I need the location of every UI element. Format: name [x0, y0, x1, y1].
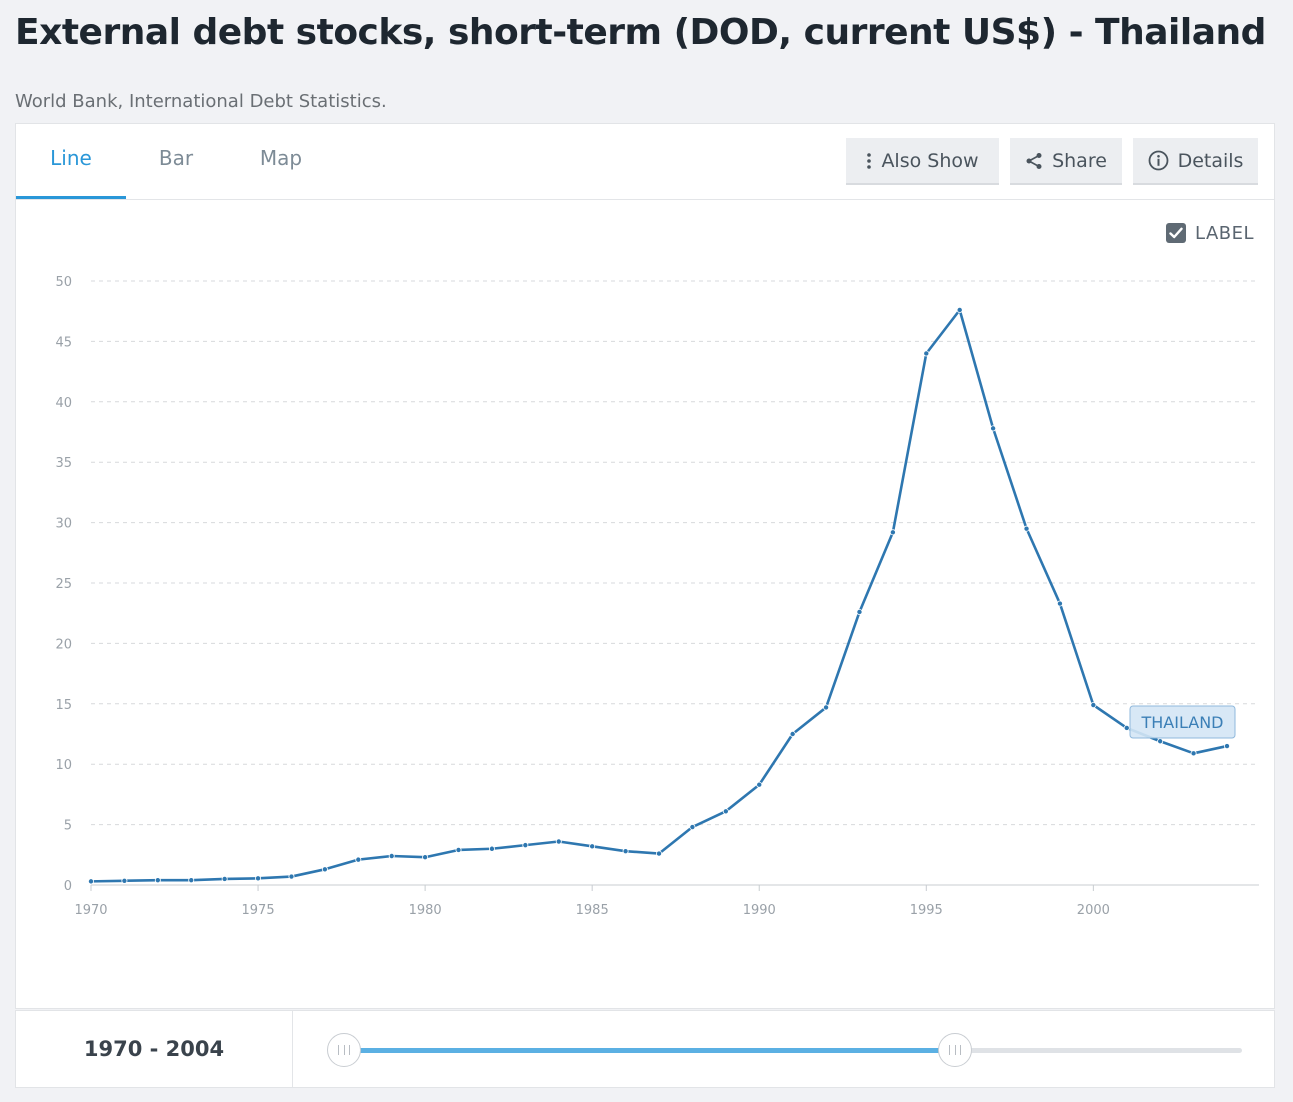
y-tick-label: 10 [55, 758, 72, 773]
x-tick-label: 1975 [242, 903, 275, 918]
also-show-button[interactable]: Also Show [846, 138, 999, 185]
tab-bar[interactable]: Bar [158, 146, 194, 170]
data-point [1224, 743, 1231, 750]
details-button[interactable]: Details [1133, 138, 1258, 185]
data-point [121, 877, 128, 884]
data-point [923, 350, 930, 357]
y-tick-label: 45 [55, 335, 72, 350]
data-point [488, 845, 495, 852]
chart-panel: Line Bar Map Also Show Share Details LAB… [15, 123, 1275, 1009]
share-button[interactable]: Share [1010, 138, 1122, 185]
y-tick-label: 25 [55, 577, 72, 592]
data-point [990, 425, 997, 432]
vertical-dots-icon [866, 152, 872, 170]
data-point [1023, 525, 1030, 532]
chart-tabs: Line Bar Map Also Show Share Details [16, 124, 1274, 200]
label-toggle[interactable]: LABEL [1166, 221, 1254, 245]
year-range-label: 1970 - 2004 [16, 1011, 293, 1087]
data-point [756, 781, 763, 788]
data-point [589, 843, 596, 850]
grip-icon [948, 1045, 961, 1055]
data-point [656, 850, 663, 857]
y-tick-label: 40 [55, 396, 72, 411]
data-point [856, 608, 863, 615]
data-point [1123, 724, 1130, 731]
y-tick-label: 0 [64, 879, 72, 894]
data-point [522, 842, 529, 849]
label-toggle-text: LABEL [1195, 222, 1255, 244]
data-point [889, 529, 896, 536]
tab-line[interactable]: Line [16, 124, 126, 199]
data-point [188, 877, 195, 884]
x-tick-label: 1980 [409, 903, 442, 918]
data-point [956, 306, 963, 313]
page-subtitle: World Bank, International Debt Statistic… [15, 91, 387, 112]
data-point [1157, 738, 1164, 745]
data-point [455, 846, 462, 853]
data-point [221, 875, 228, 882]
series-label-text: THAILAND [1141, 713, 1224, 732]
x-tick-label: 1970 [74, 903, 107, 918]
info-icon [1148, 150, 1169, 171]
range-slider-start-handle[interactable] [327, 1033, 361, 1067]
check-icon [1169, 227, 1183, 239]
x-tick-label: 1985 [576, 903, 609, 918]
y-tick-label: 50 [55, 275, 72, 290]
data-point [88, 878, 95, 885]
data-point [555, 838, 562, 845]
data-point [422, 854, 429, 861]
y-tick-label: 20 [55, 637, 72, 652]
data-point [1090, 702, 1097, 709]
series-line-thailand [90, 308, 1228, 883]
data-point [388, 853, 395, 860]
grip-icon [338, 1045, 350, 1055]
y-tick-label: 30 [55, 517, 72, 532]
x-tick-label: 2000 [1077, 903, 1110, 918]
data-point [789, 731, 796, 738]
data-point [722, 808, 729, 815]
y-tick-label: 35 [55, 456, 72, 471]
data-point [288, 873, 295, 880]
data-point [321, 866, 328, 873]
data-point [255, 875, 262, 882]
data-point [823, 704, 830, 711]
data-point [1056, 600, 1063, 607]
range-slider-fill [344, 1048, 955, 1053]
data-point [355, 856, 362, 863]
range-footer: 1970 - 2004 [15, 1010, 1275, 1088]
label-checkbox[interactable] [1166, 223, 1186, 243]
line-chart: 0 5 10 15 20 25 30 35 40 45 50 1970 1975 1980 1985 1990… [55, 275, 1259, 918]
also-show-label: Also Show [881, 149, 979, 172]
series-label-box [1129, 705, 1236, 739]
tab-map[interactable]: Map [259, 146, 303, 170]
share-label: Share [1052, 149, 1107, 172]
range-slider-end-handle[interactable] [937, 1033, 972, 1067]
x-tick-label: 1995 [910, 903, 943, 918]
data-point [1190, 750, 1197, 757]
range-slider-track[interactable] [344, 1048, 1242, 1053]
data-point [154, 877, 161, 884]
page-title: External debt stocks, short-term (DOD, c… [15, 12, 1266, 53]
x-tick-label: 1990 [743, 903, 776, 918]
data-point [689, 824, 696, 831]
share-icon [1025, 152, 1043, 170]
y-tick-label: 15 [55, 698, 72, 713]
y-tick-label: 5 [64, 819, 72, 834]
data-point [622, 848, 629, 855]
details-label: Details [1177, 149, 1244, 172]
